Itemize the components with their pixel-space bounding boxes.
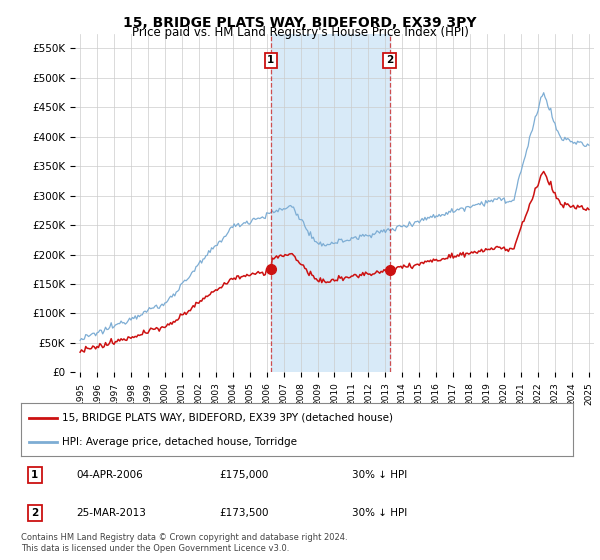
- Text: 30% ↓ HPI: 30% ↓ HPI: [352, 470, 407, 480]
- Text: 25-MAR-2013: 25-MAR-2013: [76, 508, 146, 518]
- Text: 15, BRIDGE PLATS WAY, BIDEFORD, EX39 3PY: 15, BRIDGE PLATS WAY, BIDEFORD, EX39 3PY: [123, 16, 477, 30]
- Text: HPI: Average price, detached house, Torridge: HPI: Average price, detached house, Torr…: [62, 437, 298, 447]
- Text: Contains HM Land Registry data © Crown copyright and database right 2024.
This d: Contains HM Land Registry data © Crown c…: [21, 533, 347, 553]
- Text: £173,500: £173,500: [220, 508, 269, 518]
- Text: 2: 2: [386, 55, 393, 65]
- Text: 2: 2: [31, 508, 38, 518]
- Text: 04-APR-2006: 04-APR-2006: [76, 470, 143, 480]
- Text: 1: 1: [31, 470, 38, 480]
- Text: 15, BRIDGE PLATS WAY, BIDEFORD, EX39 3PY (detached house): 15, BRIDGE PLATS WAY, BIDEFORD, EX39 3PY…: [62, 413, 394, 423]
- Text: Price paid vs. HM Land Registry's House Price Index (HPI): Price paid vs. HM Land Registry's House …: [131, 26, 469, 39]
- Bar: [271, 34, 389, 372]
- Text: 30% ↓ HPI: 30% ↓ HPI: [352, 508, 407, 518]
- Text: 1: 1: [267, 55, 275, 65]
- Text: £175,000: £175,000: [220, 470, 269, 480]
